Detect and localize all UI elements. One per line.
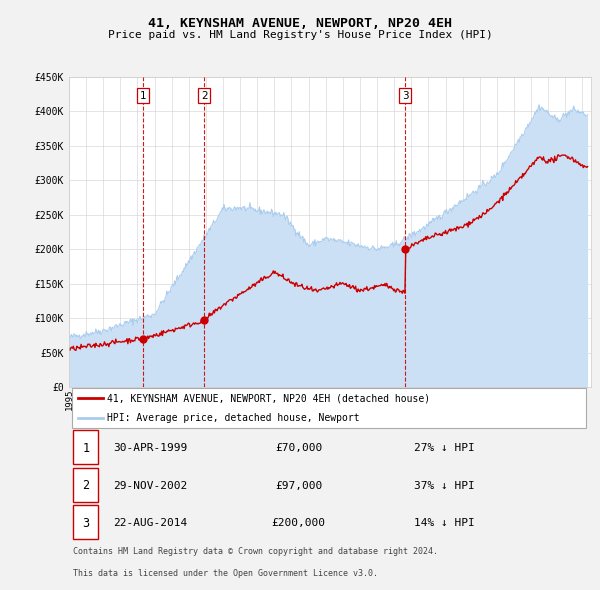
- FancyBboxPatch shape: [73, 430, 98, 464]
- Text: 3: 3: [402, 91, 409, 101]
- FancyBboxPatch shape: [71, 388, 586, 428]
- Text: Price paid vs. HM Land Registry's House Price Index (HPI): Price paid vs. HM Land Registry's House …: [107, 30, 493, 40]
- Text: 29-NOV-2002: 29-NOV-2002: [113, 481, 188, 491]
- FancyBboxPatch shape: [73, 467, 98, 502]
- Text: £97,000: £97,000: [275, 481, 322, 491]
- Text: 30-APR-1999: 30-APR-1999: [113, 443, 188, 453]
- Text: 41, KEYNSHAM AVENUE, NEWPORT, NP20 4EH: 41, KEYNSHAM AVENUE, NEWPORT, NP20 4EH: [148, 17, 452, 30]
- Text: 37% ↓ HPI: 37% ↓ HPI: [413, 481, 474, 491]
- Text: 41, KEYNSHAM AVENUE, NEWPORT, NP20 4EH (detached house): 41, KEYNSHAM AVENUE, NEWPORT, NP20 4EH (…: [107, 393, 430, 403]
- Text: 22-AUG-2014: 22-AUG-2014: [113, 518, 188, 528]
- Text: 1: 1: [140, 91, 146, 101]
- Text: £200,000: £200,000: [272, 518, 326, 528]
- FancyBboxPatch shape: [73, 505, 98, 539]
- Text: 2: 2: [201, 91, 208, 101]
- Text: 2: 2: [82, 479, 89, 492]
- Text: Contains HM Land Registry data © Crown copyright and database right 2024.: Contains HM Land Registry data © Crown c…: [73, 547, 438, 556]
- Text: 1: 1: [82, 442, 89, 455]
- Text: £70,000: £70,000: [275, 443, 322, 453]
- Text: 14% ↓ HPI: 14% ↓ HPI: [413, 518, 474, 528]
- Text: HPI: Average price, detached house, Newport: HPI: Average price, detached house, Newp…: [107, 413, 360, 423]
- Text: 27% ↓ HPI: 27% ↓ HPI: [413, 443, 474, 453]
- Text: This data is licensed under the Open Government Licence v3.0.: This data is licensed under the Open Gov…: [73, 569, 378, 578]
- Text: 3: 3: [82, 517, 89, 530]
